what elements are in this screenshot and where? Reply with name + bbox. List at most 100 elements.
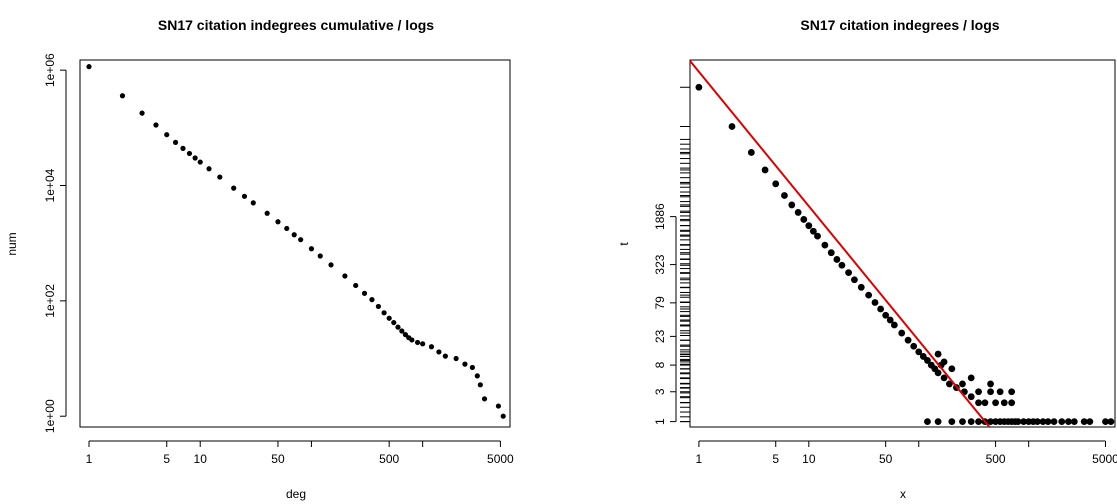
- data-point: [453, 355, 459, 362]
- data-point: [86, 64, 92, 70]
- data-point: [197, 159, 203, 165]
- x-tick-label: 5: [772, 452, 779, 466]
- data-point: [241, 193, 248, 199]
- data-point: [477, 382, 483, 388]
- x-tick-label: 500: [986, 452, 1006, 466]
- x-tick-label: 5000: [1092, 452, 1117, 466]
- data-point: [827, 249, 835, 257]
- data-point: [851, 276, 858, 284]
- y-axis-label: num: [5, 232, 19, 255]
- y-tick-label: 1e+04: [43, 168, 57, 202]
- data-point: [402, 332, 409, 338]
- data-point: [298, 237, 304, 243]
- data-points: [86, 64, 506, 419]
- data-point: [308, 246, 315, 252]
- data-point: [391, 319, 397, 326]
- y-tick-label: 3: [653, 388, 667, 395]
- data-point: [414, 339, 421, 346]
- data-point: [1065, 418, 1072, 426]
- data-point: [845, 269, 852, 277]
- data-point: [975, 388, 982, 396]
- data-point: [981, 399, 989, 407]
- data-point: [206, 166, 212, 172]
- data-point: [857, 283, 865, 291]
- data-point: [291, 232, 297, 238]
- data-point: [772, 180, 780, 188]
- y-tick-label: 8: [653, 361, 667, 368]
- data-point: [217, 174, 223, 180]
- data-point: [353, 282, 359, 289]
- x-axis: 1 5 10 50 500 5000: [696, 440, 1117, 466]
- x-tick-label: 10: [802, 452, 816, 466]
- chart-indegrees-fit: SN17 citation indegrees / logs 1 5 10 50 500…: [617, 17, 1117, 501]
- x-axis-label: deg: [286, 487, 306, 501]
- data-points: [695, 83, 1115, 426]
- data-point: [420, 341, 426, 347]
- data-point: [898, 329, 906, 337]
- data-point: [469, 364, 475, 371]
- data-point: [250, 200, 256, 206]
- data-point: [987, 380, 994, 388]
- data-point: [948, 365, 956, 373]
- data-point: [1050, 418, 1058, 426]
- data-point: [934, 418, 942, 426]
- data-point: [361, 290, 368, 296]
- data-point: [821, 241, 829, 249]
- data-point: [442, 353, 448, 359]
- data-point: [934, 350, 942, 358]
- data-point: [967, 418, 975, 426]
- plot-frame: [689, 59, 1116, 428]
- data-point: [761, 166, 769, 174]
- data-point: [890, 321, 898, 329]
- x-axis: 1 5 10 50 500 5000: [86, 440, 514, 466]
- data-point: [1058, 418, 1066, 426]
- data-point: [180, 145, 186, 151]
- data-point: [940, 374, 948, 382]
- data-point: [284, 225, 290, 232]
- data-point: [264, 210, 270, 216]
- data-point: [462, 361, 468, 367]
- data-point: [381, 310, 387, 316]
- data-point: [695, 83, 703, 91]
- y-tick-label: 1: [653, 418, 667, 425]
- data-point: [395, 324, 401, 330]
- data-point: [975, 418, 982, 426]
- data-point: [1033, 418, 1041, 426]
- data-point: [500, 413, 506, 419]
- data-point: [805, 222, 813, 230]
- data-point: [959, 380, 966, 388]
- data-point: [139, 110, 145, 116]
- data-point: [915, 348, 923, 356]
- x-tick-label: 500: [379, 452, 399, 466]
- data-point: [975, 399, 982, 407]
- data-point: [172, 139, 179, 145]
- data-point: [164, 132, 170, 138]
- data-point: [809, 227, 817, 235]
- data-point: [481, 396, 488, 402]
- data-point: [436, 349, 442, 355]
- y-tick-label: 1e+00: [43, 399, 57, 433]
- data-point: [871, 299, 879, 306]
- y-rug: [680, 86, 690, 423]
- chart-cumulative-indegrees: SN17 citation indegrees cumulative / log…: [5, 17, 514, 501]
- data-point: [910, 342, 918, 350]
- data-point: [924, 357, 931, 364]
- data-point: [495, 403, 502, 409]
- chart-title: SN17 citation indegrees cumulative / log…: [158, 17, 434, 33]
- y-tick-label: 323: [653, 254, 667, 274]
- x-tick-label: 5: [163, 452, 170, 466]
- data-point: [1014, 418, 1022, 426]
- data-point: [317, 253, 323, 259]
- data-point: [794, 209, 802, 216]
- plot-frame: [79, 59, 511, 428]
- data-point: [1044, 418, 1052, 426]
- data-point: [342, 273, 348, 279]
- data-point: [747, 149, 755, 156]
- y-axis: 1e+00 1e+02 1e+04 1e+06: [43, 53, 67, 433]
- y-tick-label: 23: [653, 329, 667, 343]
- data-point: [1008, 388, 1016, 396]
- data-point: [934, 369, 942, 377]
- data-point: [369, 297, 375, 303]
- data-point: [1008, 399, 1016, 407]
